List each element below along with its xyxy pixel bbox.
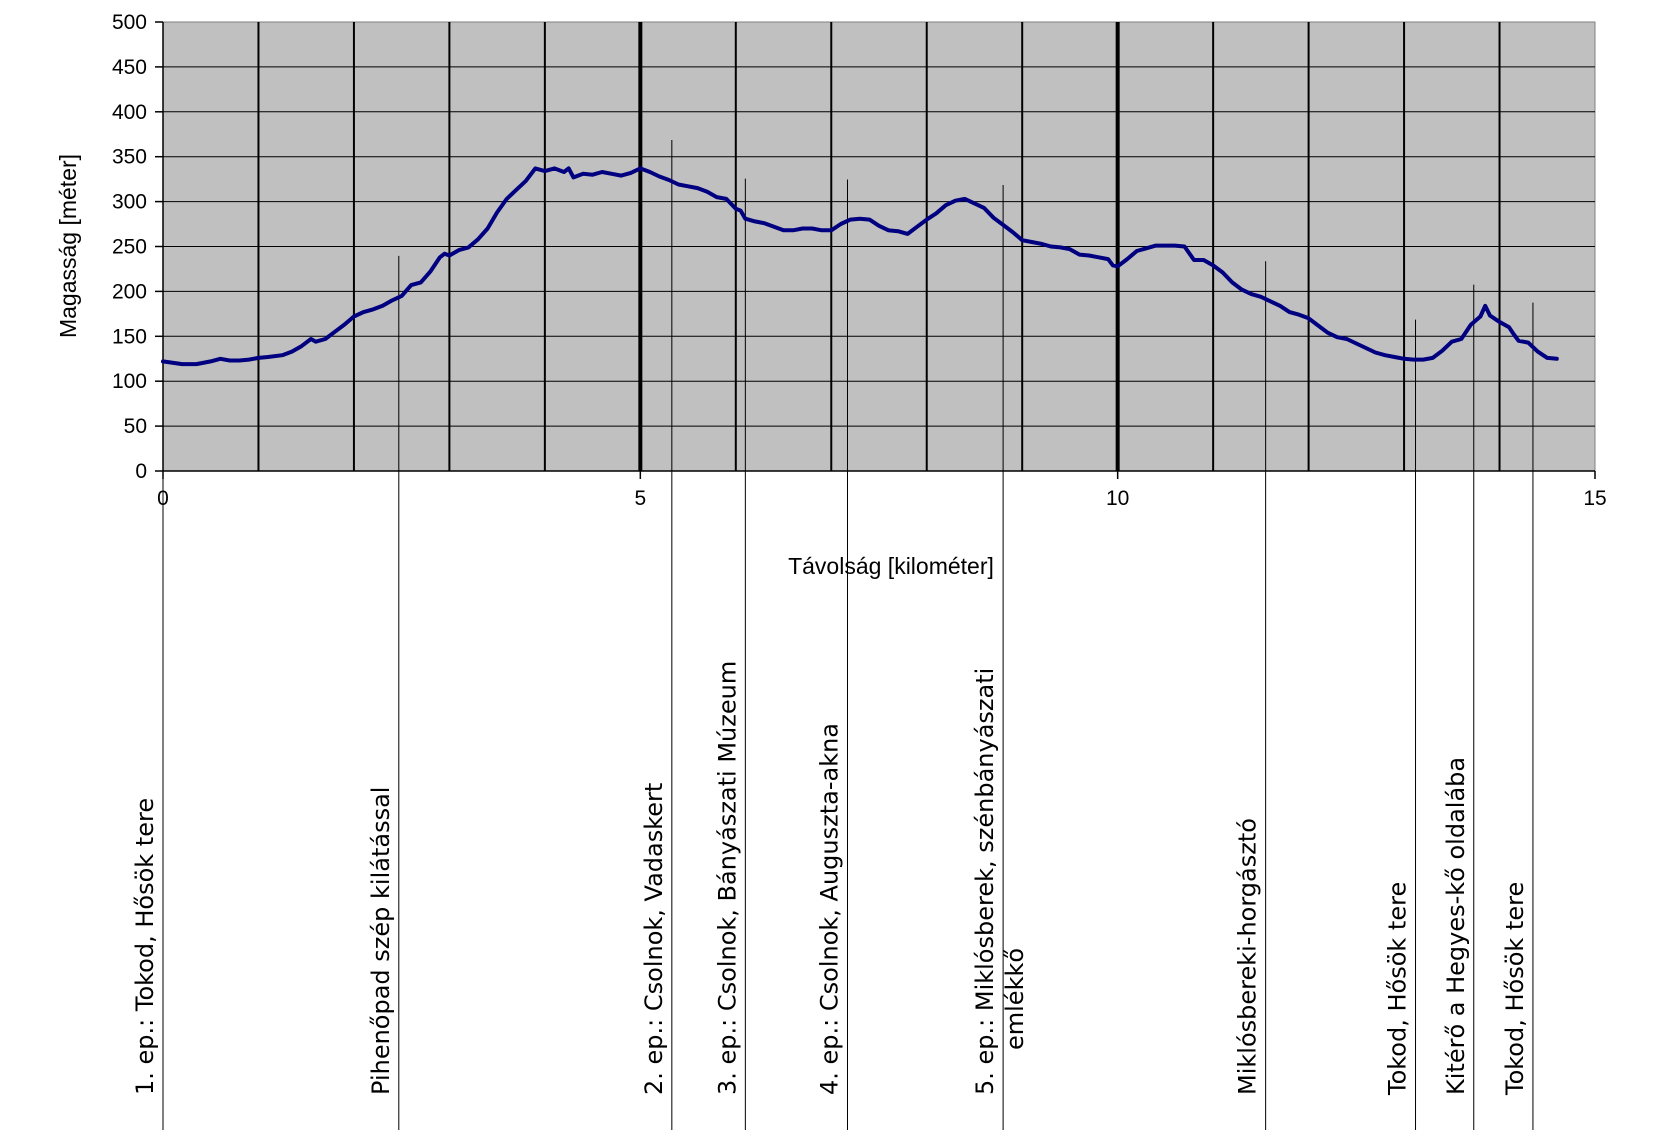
y-tick-label-100: 100	[112, 370, 147, 393]
y-tick-label-50: 50	[124, 415, 147, 438]
y-tick-label-350: 350	[112, 146, 147, 169]
y-tick-labels: 0 50 100 150 200 250 300 350 400 450 500	[112, 11, 147, 483]
waypoint-label-4: 3. ep.: Csolnok, Bányászati Múzeum	[713, 661, 741, 1095]
x-tick-label-5: 5	[634, 487, 646, 510]
waypoint-label-1: 1. ep.: Tokod, Hősök tere	[131, 798, 159, 1095]
x-axis-title: Távolság [kilométer]	[788, 553, 994, 579]
y-tick-label-150: 150	[112, 325, 147, 348]
x-tick-label-15: 15	[1583, 487, 1606, 510]
axes	[155, 21, 1596, 479]
waypoint-label-3: 2. ep.: Csolnok, Vadaskert	[640, 783, 668, 1095]
waypoint-labels: 1. ep.: Tokod, Hősök tere Pihenőpad szép …	[131, 661, 1529, 1096]
waypoint-label-7: Miklósbereki-horgásztó	[1234, 818, 1262, 1095]
waypoint-lines	[162, 140, 1534, 1130]
waypoint-label-6: 5. ep.: Miklósberek, szénbányászati	[971, 668, 999, 1095]
gridlines	[163, 22, 1595, 471]
series-group	[161, 166, 1559, 367]
y-tick-label-0: 0	[135, 460, 147, 483]
waypoint-label-9: Kitérő a Hegyes-kő oldalába	[1442, 757, 1470, 1095]
y-tick-label-300: 300	[112, 191, 147, 214]
y-tick-label-500: 500	[112, 11, 147, 34]
waypoint-label-5: 4. ep.: Csolnok, Auguszta-akna	[815, 723, 843, 1095]
y-axis-title: Magasság [méter]	[55, 154, 81, 338]
waypoint-label-10: Tokod, Hősök tere	[1501, 882, 1529, 1096]
y-tick-label-400: 400	[112, 101, 147, 124]
waypoint-label-8: Tokod, Hősök tere	[1384, 882, 1412, 1096]
x-tick-label-0: 0	[157, 487, 169, 510]
y-tick-label-450: 450	[112, 56, 147, 79]
y-tick-label-200: 200	[112, 280, 147, 303]
y-tick-label-250: 250	[112, 236, 147, 259]
elevation-line	[161, 166, 1559, 367]
waypoint-label-6-line2: emlékkő	[1001, 948, 1029, 1050]
waypoint-label-2: Pihenőpad szép kilátással	[367, 787, 395, 1095]
x-tick-label-10: 10	[1106, 487, 1129, 510]
x-tick-labels: 0 5 10 15	[157, 487, 1607, 510]
